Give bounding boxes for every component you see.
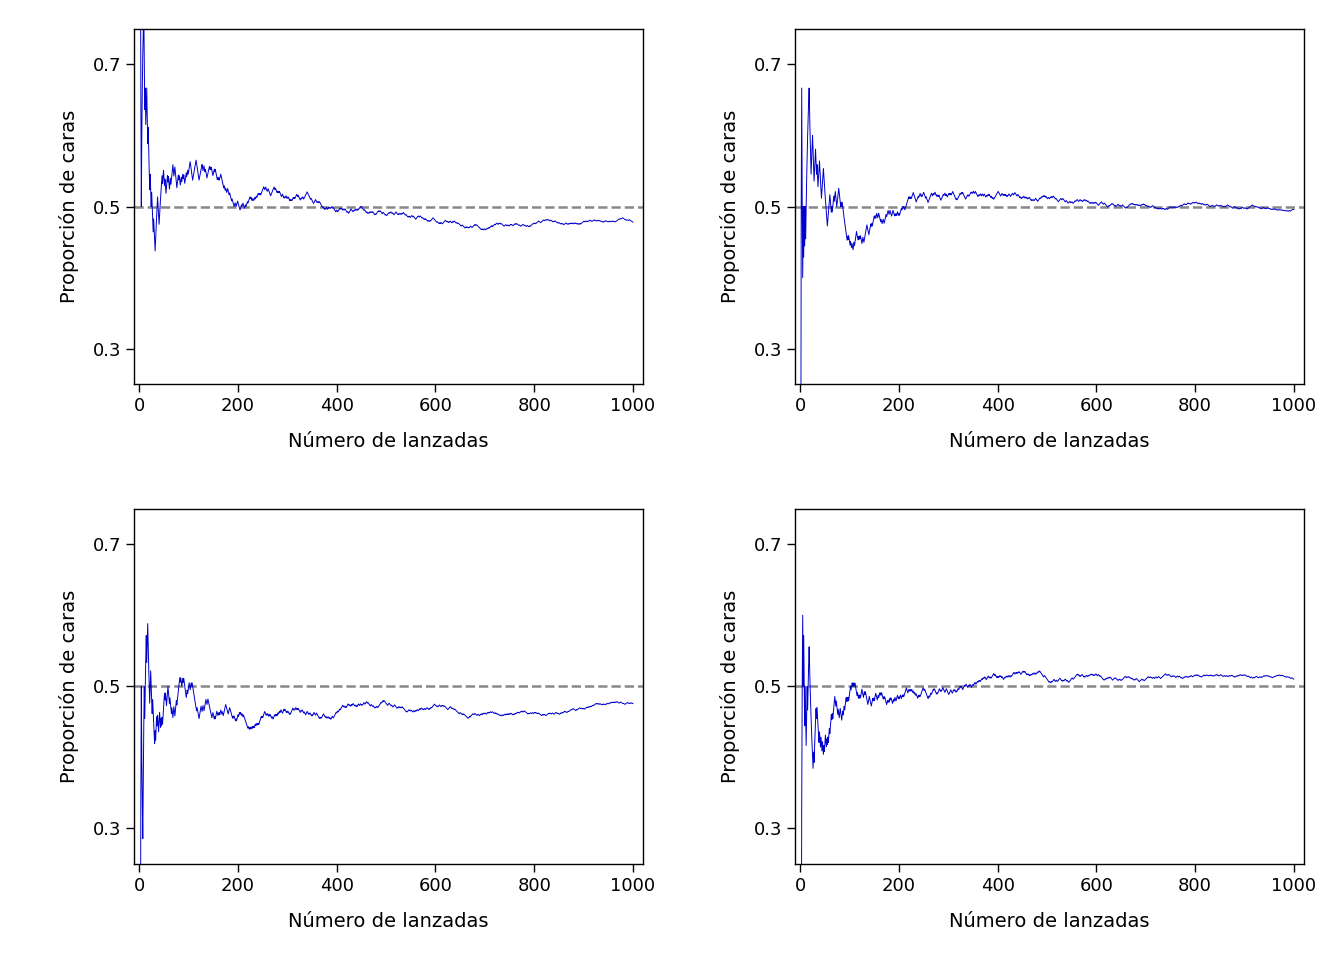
X-axis label: Número de lanzadas: Número de lanzadas (289, 912, 489, 931)
X-axis label: Número de lanzadas: Número de lanzadas (949, 432, 1149, 451)
X-axis label: Número de lanzadas: Número de lanzadas (949, 912, 1149, 931)
Y-axis label: Proporción de caras: Proporción de caras (720, 589, 739, 783)
Y-axis label: Proporción de caras: Proporción de caras (720, 109, 739, 303)
X-axis label: Número de lanzadas: Número de lanzadas (289, 432, 489, 451)
Y-axis label: Proporción de caras: Proporción de caras (59, 109, 79, 303)
Y-axis label: Proporción de caras: Proporción de caras (59, 589, 79, 783)
